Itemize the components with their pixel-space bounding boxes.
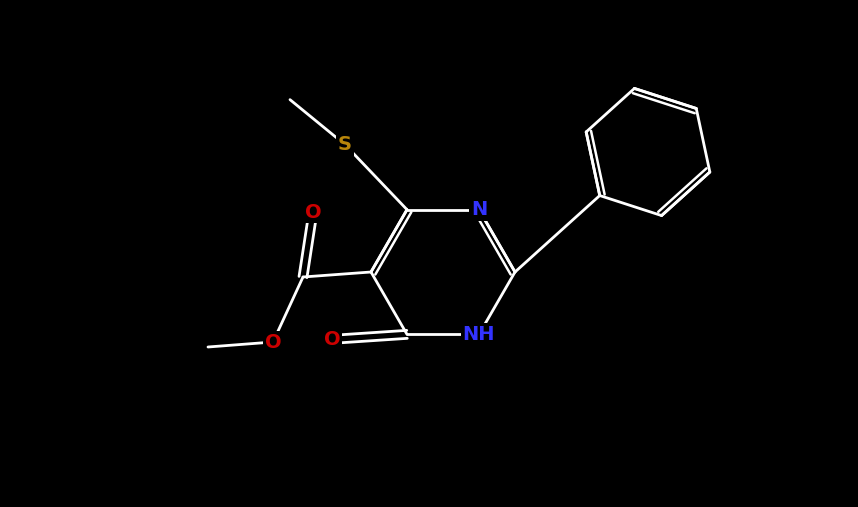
Text: NH: NH <box>462 325 495 344</box>
Text: N: N <box>471 200 487 219</box>
Text: O: O <box>305 202 321 222</box>
Text: S: S <box>338 135 352 154</box>
Text: O: O <box>264 333 281 351</box>
Text: O: O <box>323 330 341 349</box>
